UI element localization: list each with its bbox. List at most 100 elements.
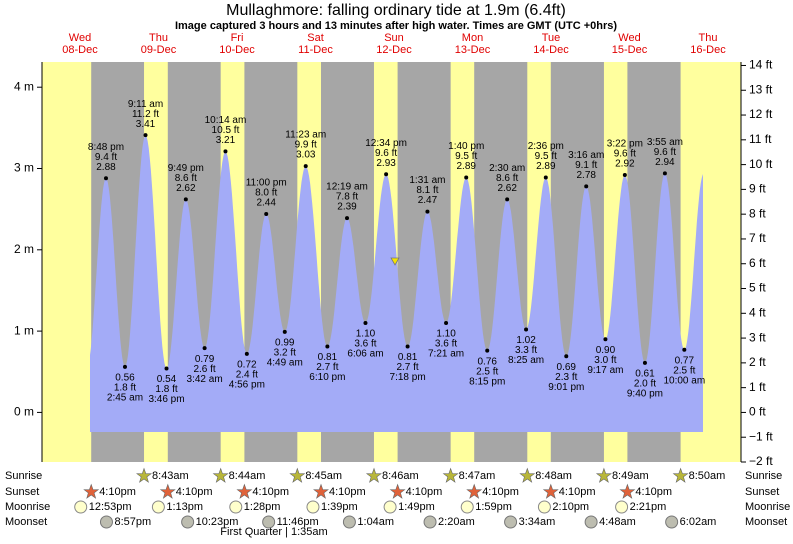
y2-tick-label: 7 ft [749,231,766,245]
tide-area [90,135,703,432]
tide-point [584,184,589,189]
tide-height-ft: 2.7 ft [396,362,418,373]
tide-time: 4:49 am [267,358,303,369]
tide-time: 3:16 am [568,150,604,161]
tide-point [464,175,469,180]
sunrise-icon [365,467,382,483]
tide-height-ft: 2.0 ft [634,378,656,389]
tide-height-m: 2.47 [418,195,438,206]
tide-height-m: 0.56 [115,373,135,384]
tide-point [303,164,308,169]
row-time: 8:57pm [114,516,151,528]
tide-time: 4:56 pm [229,380,265,391]
tide-height-ft: 8.0 ft [255,188,277,199]
tide-height-ft: 3.3 ft [515,345,537,356]
tide-point [564,354,569,359]
tide-point [603,337,608,342]
y2-tick-label: 8 ft [749,206,766,220]
tide-height-ft: 9.5 ft [455,151,477,162]
tide-height-ft: 8.6 ft [175,173,197,184]
tide-time: 8:25 am [508,355,544,366]
tide-height-ft: 2.5 ft [476,366,498,377]
tide-height-m: 0.90 [596,345,616,356]
tide-point [444,320,449,325]
tide-height-ft: 9.6 ft [375,148,397,159]
tide-height-ft: 1.8 ft [114,383,136,394]
sunrise-icon [442,467,459,483]
day-name: Wed [618,32,640,44]
y-tick-label: 4 m [14,79,34,93]
y2-tick-label: 1 ft [749,380,766,394]
sunset-icon [466,483,483,499]
tide-height-ft: 9.4 ft [95,152,117,163]
row-time: 8:50am [689,470,726,482]
tide-height-m: 0.76 [477,356,497,367]
y2-tick-label: 3 ft [749,330,766,344]
y2-tick-label: 0 ft [749,405,766,419]
tide-height-m: 2.62 [497,183,517,194]
tide-height-ft: 10.5 ft [212,125,240,136]
row-time: 8:49am [612,470,649,482]
day-date: 15-Dec [612,44,648,56]
tide-time: 6:10 pm [309,372,345,383]
tide-height-ft: 9.5 ft [535,151,557,162]
tide-height-m: 3.21 [216,135,236,146]
tide-height-m: 0.54 [157,374,177,385]
tide-height-ft: 9.6 ft [654,147,676,158]
tide-height-ft: 2.6 ft [193,364,215,375]
day-date: 11-Dec [298,44,333,56]
tide-height-ft: 3.2 ft [274,348,296,359]
tide-point [143,133,148,138]
sunset-icon [159,483,176,499]
day-name: Tue [542,32,561,44]
row-time: 2:20am [438,516,475,528]
tide-point [543,175,548,180]
sunset-icon [236,483,253,499]
day-date: 09-Dec [141,44,177,56]
row-time: 4:10pm [406,486,443,498]
moonrise-icon [306,500,320,514]
tide-time: 3:42 am [187,374,223,385]
moonset-icon [665,515,679,529]
y2-tick-label: 14 ft [749,58,773,72]
tide-height-m: 2.89 [456,161,476,172]
sunrise-icon [212,467,229,483]
chart-subtitle: Image captured 3 hours and 13 minutes af… [175,20,617,32]
tide-height-ft: 11.2 ft [132,109,159,120]
moonset-icon [342,515,356,529]
day-name: Mon [462,32,483,44]
tide-point [405,344,410,349]
tide-time: 9:11 am [128,99,163,110]
tide-time: 9:17 am [587,365,623,376]
day-name: Sat [307,32,324,44]
tide-point [183,197,188,202]
y2-tick-label: 4 ft [749,305,766,319]
row-label-right: Sunrise [745,470,782,482]
row-time: 4:10pm [559,486,596,498]
row-time: 1:49pm [398,501,435,513]
row-time: 1:59pm [475,501,512,513]
moon-phase: First Quarter | 1:35am [220,526,327,538]
tide-time: 10:00 am [663,375,705,386]
day-date: 10-Dec [219,44,255,56]
tide-height-m: 2.88 [96,162,116,173]
tide-height-m: 0.69 [557,362,577,373]
row-time: 8:43am [152,470,189,482]
moonset-icon [423,515,437,529]
row-time: 11:46pm [277,516,319,528]
tide-point [524,327,529,332]
tide-height-m: 2.39 [337,202,357,213]
day-name: Fri [231,32,244,44]
day-date: 13-Dec [455,44,491,56]
tide-height-m: 1.02 [516,335,536,346]
tide-point [325,344,330,349]
tide-height-ft: 2.7 ft [316,362,338,373]
tide-time: 3:46 pm [148,394,184,405]
moonrise-icon [615,500,629,514]
tide-time: 3:22 pm [607,139,643,150]
tide-height-m: 0.77 [675,355,695,366]
sunrise-icon [672,467,689,483]
tide-height-m: 1.10 [356,329,376,340]
tide-time: 8:15 pm [469,376,505,387]
